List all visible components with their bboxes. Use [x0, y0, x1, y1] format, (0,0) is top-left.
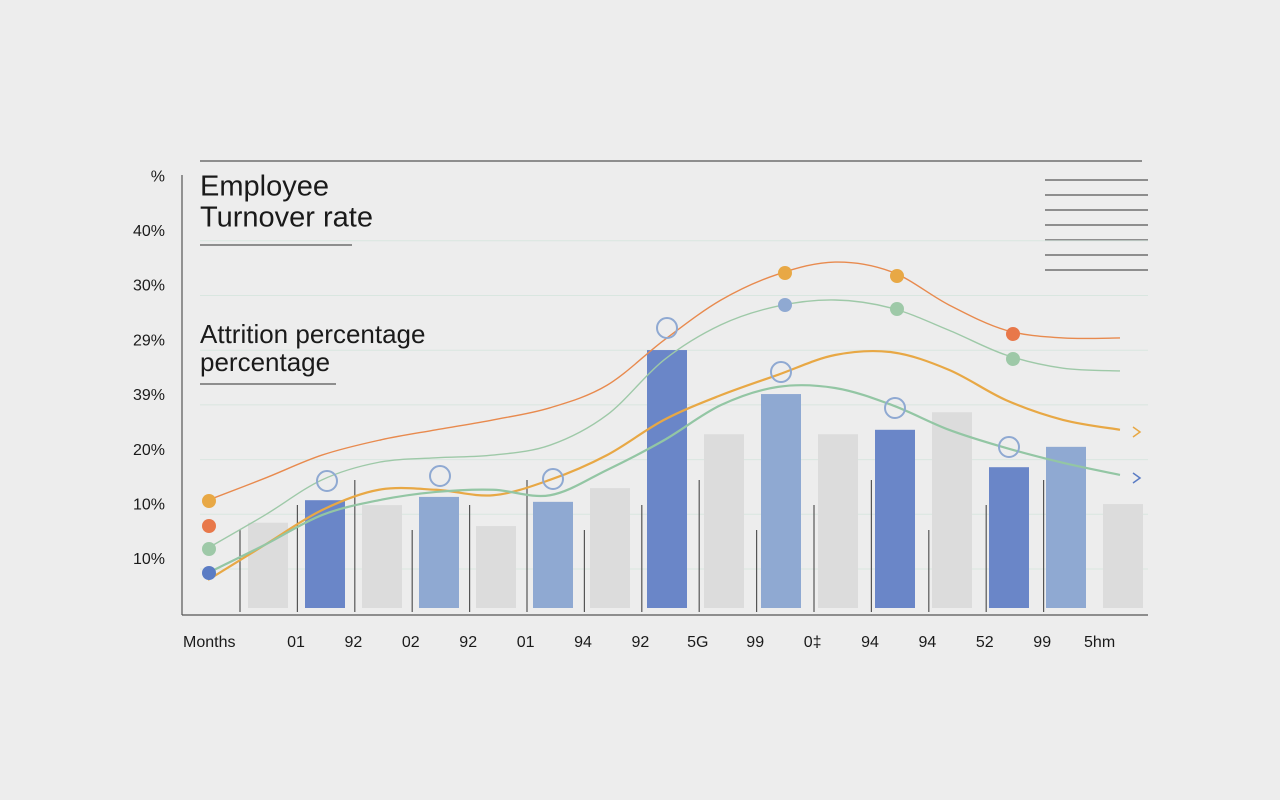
bar: [761, 394, 801, 608]
y-axis-label: 20%: [133, 442, 165, 459]
bar: [1046, 446, 1086, 608]
y-axis-label: %: [151, 168, 165, 185]
title: Turnover rate: [200, 202, 373, 234]
bar: [647, 350, 687, 608]
bar: [305, 500, 345, 608]
x-tick-label: 0‡: [804, 634, 822, 651]
x-tick-label: 01: [287, 634, 305, 651]
bar: [419, 496, 459, 608]
y-axis-label: 10%: [133, 551, 165, 568]
bar: [989, 467, 1029, 608]
arrow: [1132, 472, 1142, 484]
y-axis-label: 39%: [133, 387, 165, 404]
markers: [316, 317, 1020, 492]
y-axis-label: 40%: [133, 223, 165, 240]
bar: [818, 434, 858, 608]
bar: [533, 501, 573, 608]
subtitle: Attrition percentage: [200, 319, 425, 349]
bar: [476, 526, 516, 608]
y-axis-label: 10%: [133, 497, 165, 514]
line-series: [207, 349, 1121, 581]
lines: [207, 261, 1121, 581]
x-tick-label: 92: [345, 634, 363, 651]
x-tick-label: 94: [861, 634, 879, 651]
y-axis-label: 30%: [133, 278, 165, 295]
arrow: [1132, 426, 1142, 438]
title: Employee: [200, 171, 329, 203]
bar: [1103, 504, 1143, 608]
legend-lines: [1045, 179, 1148, 271]
bar: [704, 434, 744, 608]
line-series: [207, 384, 1121, 574]
x-tick-label: 01: [517, 634, 535, 651]
x-tick-label: 5G: [687, 634, 708, 651]
x-tick-label: 02: [402, 634, 420, 651]
x-tick-label: 94: [919, 634, 937, 651]
dots: [202, 266, 1020, 580]
x-tick-label: 92: [632, 634, 650, 651]
x-axis-label: Months: [183, 634, 235, 651]
bar: [362, 505, 402, 608]
bar: [590, 488, 630, 608]
bars: [248, 350, 1143, 608]
x-tick-label: 52: [976, 634, 994, 651]
x-tick-label: 99: [746, 634, 764, 651]
y-axis-label: 29%: [133, 332, 165, 349]
bar: [932, 412, 972, 608]
x-tick-label: 5hm: [1084, 634, 1115, 651]
line-series: [207, 299, 1121, 549]
bar: [875, 429, 915, 608]
subtitle: percentage: [200, 347, 330, 377]
x-tick-label: 99: [1033, 634, 1051, 651]
x-tick-label: 94: [574, 634, 592, 651]
line-series: [207, 261, 1121, 501]
x-tick-label: 92: [459, 634, 477, 651]
